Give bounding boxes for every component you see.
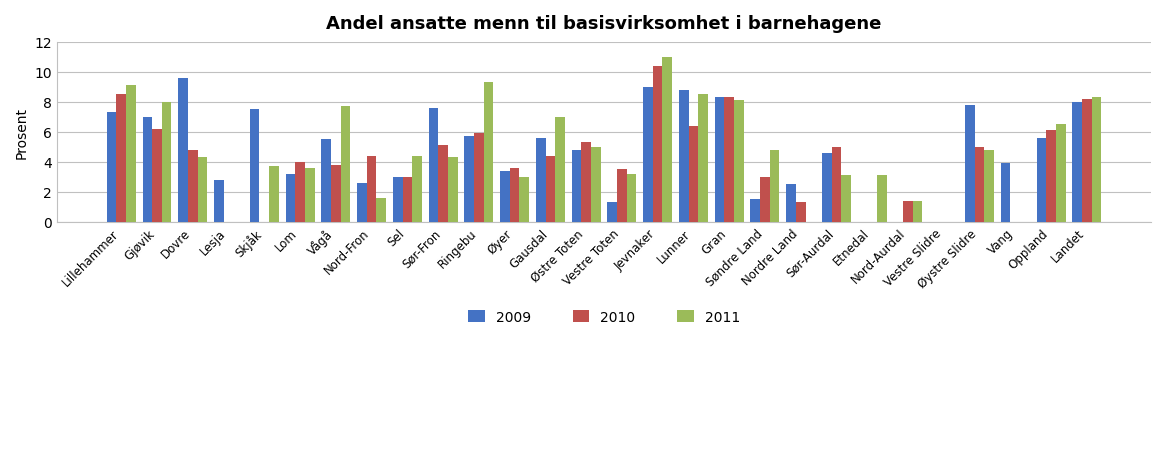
Bar [913, 201, 922, 222]
Bar [877, 176, 886, 222]
Bar [1046, 131, 1056, 222]
Bar [215, 180, 224, 222]
Bar [250, 110, 260, 222]
Bar [786, 185, 796, 222]
Bar [831, 147, 842, 222]
Y-axis label: Prosent: Prosent [15, 106, 29, 158]
Bar [510, 168, 519, 222]
Bar [412, 156, 422, 222]
Bar [448, 158, 457, 222]
Bar [1056, 125, 1066, 222]
Bar [724, 98, 735, 222]
Bar [822, 153, 831, 222]
Bar [751, 200, 760, 222]
Bar [617, 170, 627, 222]
Bar [377, 198, 386, 222]
Bar [107, 113, 117, 222]
Bar [984, 150, 993, 222]
Bar [269, 167, 279, 222]
Bar [464, 137, 475, 222]
Bar [117, 95, 126, 222]
Bar [582, 143, 591, 222]
Bar [965, 106, 975, 222]
Bar [1000, 164, 1011, 222]
Bar [770, 150, 779, 222]
Bar [153, 129, 162, 222]
Bar [975, 147, 984, 222]
Bar [760, 177, 770, 222]
Bar [367, 156, 377, 222]
Bar [644, 87, 653, 222]
Bar [188, 150, 197, 222]
Bar [796, 202, 806, 222]
Bar [500, 171, 510, 222]
Bar [627, 174, 637, 222]
Bar [662, 58, 672, 222]
Bar [1091, 98, 1101, 222]
Legend: 2009, 2010, 2011: 2009, 2010, 2011 [463, 304, 746, 329]
Bar [438, 146, 448, 222]
Bar [393, 177, 402, 222]
Bar [295, 162, 304, 222]
Bar [607, 202, 617, 222]
Bar [475, 134, 484, 222]
Bar [653, 67, 662, 222]
Bar [286, 174, 295, 222]
Bar [142, 118, 153, 222]
Bar [715, 98, 724, 222]
Bar [357, 183, 367, 222]
Bar [735, 101, 744, 222]
Bar [904, 201, 913, 222]
Bar [402, 177, 412, 222]
Bar [197, 158, 208, 222]
Bar [178, 78, 188, 222]
Bar [162, 102, 171, 222]
Bar [536, 138, 546, 222]
Bar [679, 91, 689, 222]
Bar [322, 140, 331, 222]
Bar [484, 83, 493, 222]
Bar [842, 176, 851, 222]
Title: Andel ansatte menn til basisvirksomhet i barnehagene: Andel ansatte menn til basisvirksomhet i… [326, 15, 881, 33]
Bar [571, 150, 582, 222]
Bar [1073, 102, 1082, 222]
Bar [126, 86, 135, 222]
Bar [331, 166, 340, 222]
Bar [1082, 100, 1091, 222]
Bar [546, 156, 555, 222]
Bar [555, 118, 564, 222]
Bar [304, 168, 315, 222]
Bar [429, 109, 438, 222]
Bar [689, 126, 698, 222]
Bar [340, 107, 350, 222]
Bar [519, 177, 529, 222]
Bar [591, 147, 600, 222]
Bar [698, 95, 708, 222]
Bar [1037, 138, 1046, 222]
